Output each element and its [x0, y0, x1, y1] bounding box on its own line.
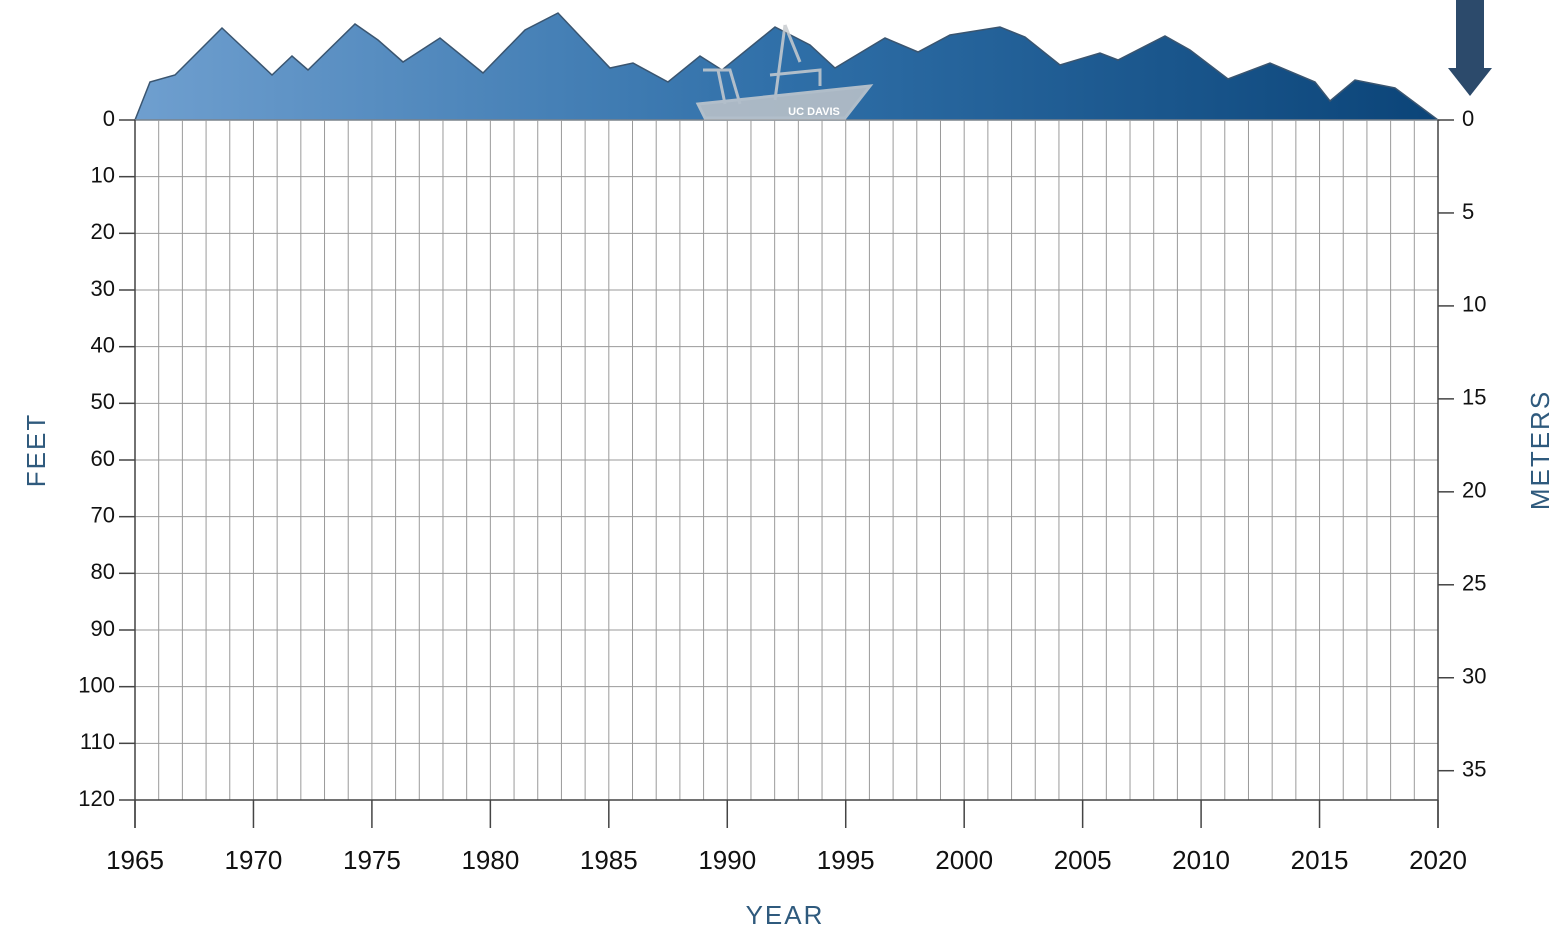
x-tick-label: 2000: [935, 845, 993, 875]
y-tick-label: 60: [91, 446, 115, 471]
y-axis-title: FEET: [21, 413, 51, 487]
mountain-silhouette: [133, 12, 1441, 121]
x-tick-label: 2005: [1054, 845, 1112, 875]
x-tick-label: 1980: [461, 845, 519, 875]
y2-tick-label: 20: [1462, 478, 1486, 503]
y-tick-label: 10: [91, 162, 115, 187]
x-tick-label: 2015: [1291, 845, 1349, 875]
y-tick-label: 40: [91, 332, 115, 357]
x-tick-label: 1985: [580, 845, 638, 875]
x-tick-label: 1970: [225, 845, 283, 875]
y-tick-label: 80: [91, 559, 115, 584]
y2-tick-label: 15: [1462, 385, 1486, 410]
y2-tick-label: 10: [1462, 292, 1486, 317]
x-tick-label: 1990: [698, 845, 756, 875]
x-axis-title: YEAR: [746, 900, 825, 930]
y-tick-label: 120: [78, 786, 115, 811]
y2-tick-label: 0: [1462, 106, 1474, 131]
down-arrow: [1448, 0, 1492, 96]
y-tick-label: 0: [103, 106, 115, 131]
boat: [695, 24, 874, 120]
y-tick-label: 100: [78, 672, 115, 697]
y2-tick-label: 5: [1462, 199, 1474, 224]
y2-axis-title: METERS: [1525, 390, 1555, 510]
y-tick-label: 70: [91, 502, 115, 527]
y-tick-label: 90: [91, 616, 115, 641]
logo-text: UC DAVIS: [788, 106, 840, 118]
y-tick-label: 50: [91, 389, 115, 414]
y-tick-label: 20: [91, 219, 115, 244]
x-tick-label: 2010: [1172, 845, 1230, 875]
y2-tick-label: 35: [1462, 757, 1486, 782]
x-tick-label: 2020: [1409, 845, 1467, 875]
y2-tick-label: 25: [1462, 571, 1486, 596]
x-tick-label: 1965: [106, 845, 164, 875]
y-tick-label: 110: [80, 729, 115, 754]
x-tick-label: 1995: [817, 845, 875, 875]
y-tick-label: 30: [91, 276, 115, 301]
y2-tick-label: 30: [1462, 664, 1486, 689]
x-tick-label: 1975: [343, 845, 401, 875]
